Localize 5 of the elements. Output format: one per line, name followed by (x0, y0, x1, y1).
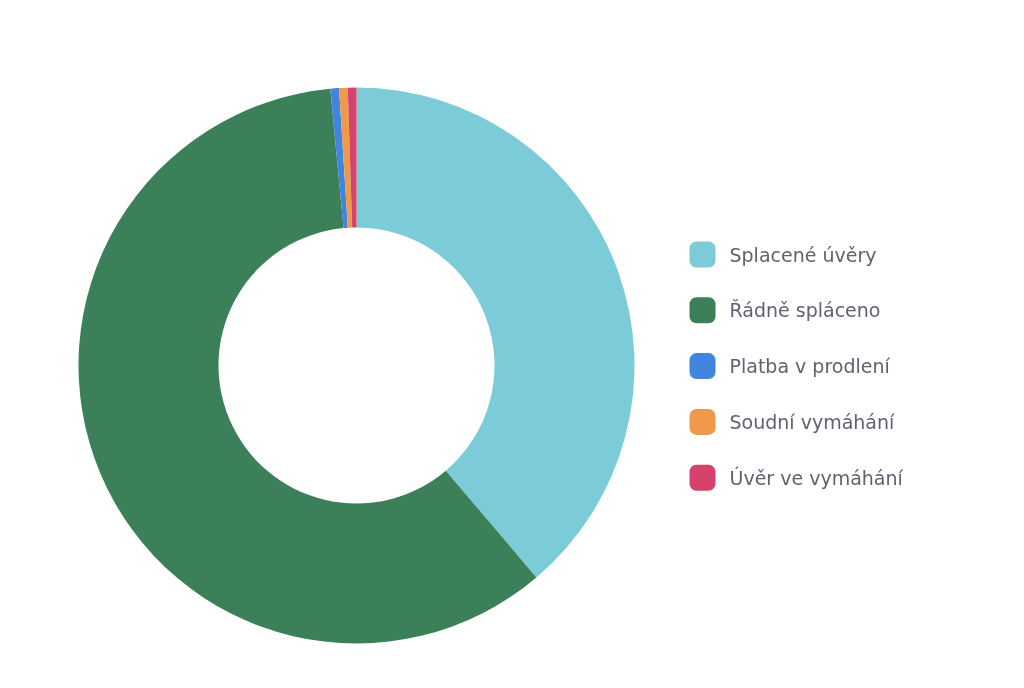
legend-label: Splacené úvěry (729, 243, 877, 266)
legend-label: Úvěr ve vymáhání (729, 465, 904, 489)
legend-label: Soudní vymáhání (729, 410, 896, 433)
legend-label: Platba v prodlení (729, 355, 891, 378)
legend-label: Řádně spláceno (729, 299, 881, 322)
